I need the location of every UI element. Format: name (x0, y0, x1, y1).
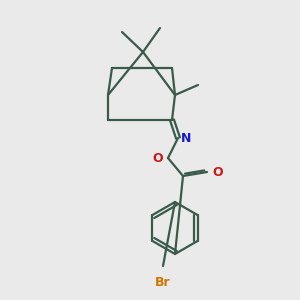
Text: Br: Br (155, 276, 171, 289)
Text: O: O (152, 152, 163, 166)
Text: O: O (212, 166, 223, 178)
Text: N: N (181, 131, 191, 145)
